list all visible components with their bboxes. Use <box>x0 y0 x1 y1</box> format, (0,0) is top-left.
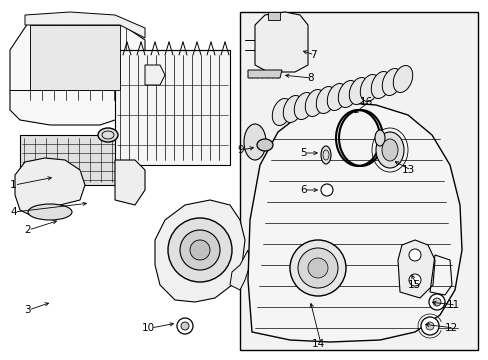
Ellipse shape <box>428 294 444 310</box>
Ellipse shape <box>348 77 368 104</box>
Polygon shape <box>155 200 244 302</box>
Polygon shape <box>20 135 140 185</box>
Polygon shape <box>15 158 85 215</box>
Ellipse shape <box>326 84 346 111</box>
Ellipse shape <box>381 139 397 161</box>
Polygon shape <box>247 70 282 78</box>
Polygon shape <box>10 15 145 125</box>
Ellipse shape <box>28 204 72 220</box>
Text: 14: 14 <box>311 339 325 349</box>
Ellipse shape <box>420 317 438 335</box>
Text: 5: 5 <box>299 148 306 158</box>
Ellipse shape <box>190 240 209 260</box>
Ellipse shape <box>180 230 220 270</box>
Text: 9: 9 <box>237 145 243 155</box>
Polygon shape <box>229 250 249 290</box>
Text: 10: 10 <box>142 323 155 333</box>
Text: 3: 3 <box>24 305 31 315</box>
Ellipse shape <box>320 184 332 196</box>
Text: 8: 8 <box>306 73 313 83</box>
Ellipse shape <box>432 298 440 306</box>
Ellipse shape <box>320 146 330 164</box>
Ellipse shape <box>408 249 420 261</box>
Polygon shape <box>254 12 307 72</box>
Polygon shape <box>247 102 461 342</box>
Text: 16: 16 <box>359 97 372 107</box>
Ellipse shape <box>257 139 272 151</box>
Ellipse shape <box>382 68 401 95</box>
Text: 13: 13 <box>401 165 414 175</box>
Polygon shape <box>115 50 229 165</box>
Ellipse shape <box>168 218 231 282</box>
Ellipse shape <box>177 318 193 334</box>
Text: 12: 12 <box>444 323 457 333</box>
Ellipse shape <box>283 95 302 122</box>
Text: 7: 7 <box>309 50 316 60</box>
Text: 15: 15 <box>407 280 420 290</box>
Ellipse shape <box>316 86 335 113</box>
Ellipse shape <box>181 322 189 330</box>
Text: 11: 11 <box>446 300 459 310</box>
Ellipse shape <box>370 72 390 99</box>
Polygon shape <box>397 240 434 298</box>
Text: 6: 6 <box>299 185 306 195</box>
Bar <box>240 12 477 350</box>
Ellipse shape <box>294 93 313 120</box>
Ellipse shape <box>307 258 327 278</box>
Ellipse shape <box>374 130 384 146</box>
Ellipse shape <box>289 240 346 296</box>
Ellipse shape <box>244 124 265 160</box>
Text: 4: 4 <box>10 207 17 217</box>
Ellipse shape <box>425 322 433 330</box>
Ellipse shape <box>392 66 412 93</box>
Polygon shape <box>267 12 280 20</box>
Text: 1: 1 <box>10 180 17 190</box>
Ellipse shape <box>305 90 324 117</box>
Polygon shape <box>30 25 120 90</box>
Polygon shape <box>145 65 164 85</box>
Text: 2: 2 <box>24 225 31 235</box>
Ellipse shape <box>338 81 357 108</box>
Polygon shape <box>25 12 145 38</box>
Ellipse shape <box>375 132 403 168</box>
Ellipse shape <box>360 75 379 102</box>
Ellipse shape <box>297 248 337 288</box>
Ellipse shape <box>98 128 118 142</box>
Ellipse shape <box>272 99 291 126</box>
Polygon shape <box>115 160 145 205</box>
Ellipse shape <box>408 274 420 286</box>
